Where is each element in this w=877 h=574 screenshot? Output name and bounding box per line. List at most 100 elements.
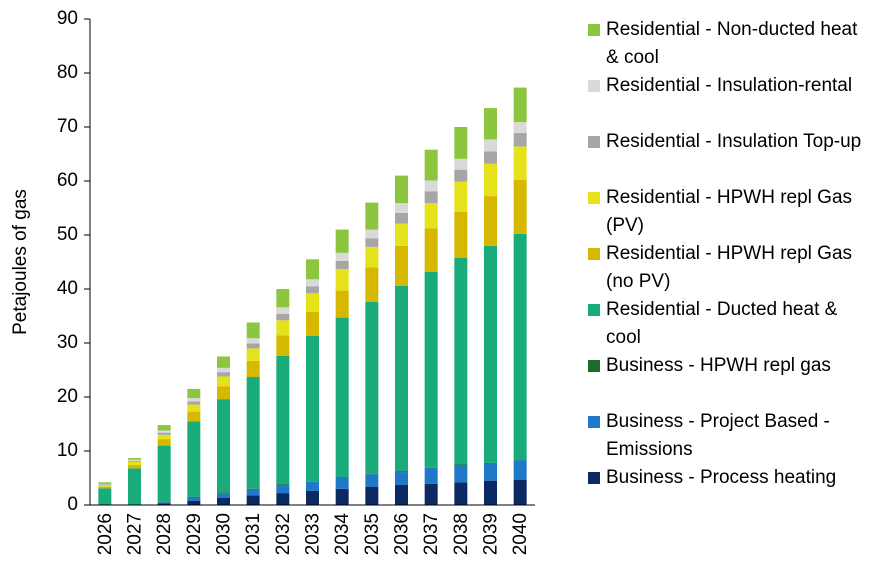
legend-item: Residential - Insulation Top-up <box>586 128 871 184</box>
legend-swatch <box>588 80 600 92</box>
legend-swatch <box>588 304 600 316</box>
x-tick-label: 2037 <box>421 513 442 555</box>
x-tick-label: 2027 <box>125 513 146 555</box>
legend-label: Business - Project Based - Emissions <box>606 411 830 460</box>
bar-segment <box>424 483 438 505</box>
bar-segment <box>454 127 468 159</box>
legend-swatch <box>588 136 600 148</box>
bar-segment <box>395 212 408 224</box>
x-tick-label: 2030 <box>214 513 235 555</box>
bar-segment <box>246 488 260 489</box>
bar-segment <box>395 203 408 213</box>
bar-segment <box>484 480 497 505</box>
legend-item: Residential - Ducted heat & cool <box>586 296 871 352</box>
y-axis-label: Petajoules of gas <box>10 189 31 335</box>
x-tick-label: 2039 <box>481 513 502 555</box>
legend-item: Business - Project Based - Emissions <box>586 408 871 464</box>
legend-item: Residential - Insulation-rental <box>586 72 871 128</box>
bar-segment <box>217 399 230 493</box>
bar-segment <box>98 485 112 487</box>
bar-segment <box>335 488 349 505</box>
bar-segment <box>395 245 408 286</box>
bar-segment <box>513 132 527 147</box>
bar-segment <box>365 238 379 247</box>
bar-segment <box>306 481 319 482</box>
bar-segment <box>365 229 379 239</box>
bar-segment <box>98 488 112 505</box>
bar-segment <box>128 461 141 466</box>
bar-segment <box>98 483 112 485</box>
bar-segment <box>484 463 497 481</box>
bar-segment <box>335 477 349 478</box>
y-tick-label: 40 <box>57 278 78 299</box>
bar-segment <box>365 301 379 474</box>
bar-segment <box>217 493 230 498</box>
bar-segment <box>335 290 349 318</box>
x-tick-label: 2034 <box>332 513 353 556</box>
bar-segment <box>306 335 319 482</box>
x-tick-label: 2036 <box>392 513 413 555</box>
bar-segment <box>395 471 408 473</box>
legend-label: Business - Process heating <box>606 467 837 488</box>
bar-segment <box>365 486 379 505</box>
bar-segment <box>217 497 230 505</box>
y-tick-label: 70 <box>57 116 78 137</box>
bar-segment <box>246 322 260 339</box>
bar-segment <box>484 462 497 464</box>
x-tick-label: 2038 <box>451 513 472 555</box>
bar-segment <box>217 372 230 377</box>
y-tick-label: 60 <box>57 170 78 191</box>
bar-segment <box>454 482 468 505</box>
legend-label: Residential - Ducted heat & cool <box>606 299 838 348</box>
bar-segment <box>276 493 290 505</box>
bar-segment <box>276 307 290 314</box>
legend-swatch <box>588 472 600 484</box>
bar-segment <box>246 338 260 344</box>
bar-segment <box>335 260 349 270</box>
bar-segment <box>187 500 201 505</box>
x-tick-label: 2026 <box>95 513 116 555</box>
legend-swatch <box>588 192 600 204</box>
bar-segment <box>128 460 141 462</box>
bar-segment <box>395 223 408 246</box>
bar-segment <box>454 465 468 483</box>
bar-segment <box>306 279 319 287</box>
bar-segment <box>424 149 438 181</box>
bar-segment <box>187 404 201 412</box>
bar-segment <box>484 163 497 197</box>
bar-segment <box>513 179 527 234</box>
bar-segment <box>246 360 260 378</box>
legend-swatch <box>588 360 600 372</box>
bar-segment <box>454 158 468 170</box>
bar-segment <box>157 501 171 503</box>
x-tick-label: 2040 <box>510 513 531 555</box>
bar-segment <box>424 180 438 192</box>
bar-segment <box>187 388 201 399</box>
x-tick-label: 2031 <box>243 513 264 555</box>
bar-segment <box>513 146 527 180</box>
bar-segment <box>128 459 141 461</box>
bar-segment <box>454 211 468 258</box>
bar-segment <box>365 473 379 475</box>
legend-label: Business - HPWH repl gas <box>606 355 831 376</box>
bar-segment <box>424 203 438 229</box>
bar-segment <box>246 488 260 496</box>
y-tick-label: 80 <box>57 62 78 83</box>
bar-segment <box>484 151 497 164</box>
legend-item: Business - HPWH repl gas <box>586 352 871 408</box>
bar-segment <box>365 246 379 268</box>
bar-segment <box>335 229 349 253</box>
legend-label: Residential - HPWH repl Gas (PV) <box>606 187 853 236</box>
bar-segment <box>513 459 527 461</box>
legend-label: Residential - Non-ducted heat & cool <box>606 19 858 68</box>
bar-segment <box>306 293 319 312</box>
bar-segment <box>157 502 171 504</box>
bar-segment <box>276 485 290 494</box>
bar-segment <box>454 169 468 182</box>
legend-item: Residential - HPWH repl Gas (no PV) <box>586 240 871 296</box>
bar-segment <box>246 343 260 349</box>
bar-segment <box>395 485 408 505</box>
bar-segment <box>513 233 527 460</box>
bar-segment <box>513 460 527 480</box>
